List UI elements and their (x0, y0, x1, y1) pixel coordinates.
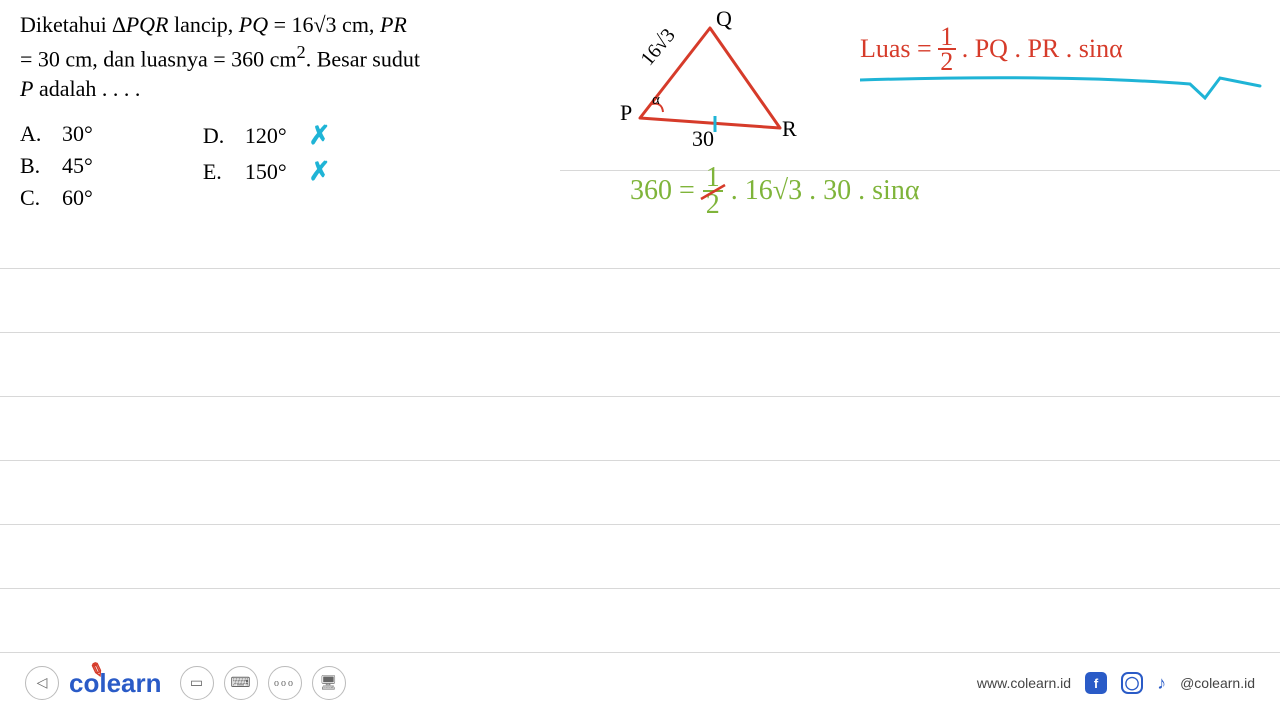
formula-pre: Luas = (860, 34, 932, 64)
vertex-r-label: R (782, 116, 797, 142)
triangle-sketch: P Q R 16√3 30 α (610, 8, 810, 158)
eq-rhs: . 16√3 . 30 . sinα (731, 175, 920, 207)
logo-learn: learn (99, 668, 161, 698)
footer-bar: ◁ colearn ✎ ▭ ⌨ ooo 🖥 www.colearn.id f ◯… (0, 658, 1280, 708)
eq-lhs: 360 = (630, 175, 695, 207)
options-grid: A. 30° B. 45° C. 60° D. 120° ✗ E. 150° ✗ (20, 121, 540, 211)
problem-line2-pre: = 30 cm, dan luasnya = 360 cm (20, 46, 297, 71)
problem-pr: PR (380, 12, 407, 37)
toolbar-btn-2[interactable]: ⌨ (224, 666, 258, 700)
problem-line2-post: . Besar sudut (306, 46, 420, 71)
option-d: D. 120° ✗ (203, 121, 331, 151)
option-e: E. 150° ✗ (203, 157, 331, 187)
problem-pqr: PQR (126, 12, 169, 37)
problem-p: P (20, 76, 33, 101)
option-c-value: 60° (62, 185, 93, 211)
angle-alpha-label: α (652, 92, 660, 109)
area-formula: Luas = 1 2 . PQ . PR . sinα (860, 25, 1280, 105)
formula-den: 2 (940, 50, 953, 73)
option-e-label: E. (203, 159, 227, 185)
option-d-value: 120° (245, 123, 287, 149)
option-a-value: 30° (62, 121, 93, 147)
problem-line1-pre: Diketahui ∆ (20, 12, 126, 37)
problem-line1-eq: = 16√3 cm, (268, 12, 380, 37)
option-b-value: 45° (62, 153, 93, 179)
option-a-label: A. (20, 121, 44, 147)
problem-pq: PQ (239, 12, 268, 37)
problem-squared: 2 (297, 42, 306, 62)
footer-left-controls: ◁ colearn ✎ ▭ ⌨ ooo 🖥 (25, 666, 346, 700)
toolbar-btn-1[interactable]: ▭ (180, 666, 214, 700)
toolbar-btn-3[interactable]: 🖥 (312, 666, 346, 700)
footer-url: www.colearn.id (977, 675, 1071, 691)
footer-right: www.colearn.id f ◯ ♪ @colearn.id (977, 672, 1255, 694)
ruled-lines (0, 170, 1280, 653)
vertex-p-label: P (620, 100, 632, 126)
formula-num: 1 (940, 25, 953, 48)
option-e-value: 150° (245, 159, 287, 185)
edge-pr-label: 30 (692, 126, 714, 152)
instagram-icon[interactable]: ◯ (1121, 672, 1143, 694)
problem-line3-post: adalah . . . . (33, 76, 140, 101)
formula-post: . PQ . PR . sinα (962, 34, 1123, 64)
option-a: A. 30° (20, 121, 93, 147)
footer-handle: @colearn.id (1180, 675, 1255, 691)
colearn-logo: colearn ✎ (69, 668, 162, 699)
cross-d-icon: ✗ (309, 121, 331, 151)
equation-work: 360 = 1 2 . 16√3 . 30 . sinα (630, 165, 1150, 217)
option-c-label: C. (20, 185, 44, 211)
facebook-icon[interactable]: f (1085, 672, 1107, 694)
problem-line1-mid: lancip, (168, 12, 238, 37)
toolbar-btn-more[interactable]: ooo (268, 666, 302, 700)
vertex-q-label: Q (716, 6, 732, 32)
option-d-label: D. (203, 123, 227, 149)
problem-text: Diketahui ∆PQR lancip, PQ = 16√3 cm, PR … (20, 10, 540, 103)
cross-e-icon: ✗ (309, 157, 331, 187)
option-b: B. 45° (20, 153, 93, 179)
tiktok-icon[interactable]: ♪ (1157, 673, 1166, 694)
option-b-label: B. (20, 153, 44, 179)
prev-button[interactable]: ◁ (25, 666, 59, 700)
option-c: C. 60° (20, 185, 93, 211)
problem-block: Diketahui ∆PQR lancip, PQ = 16√3 cm, PR … (20, 10, 540, 211)
